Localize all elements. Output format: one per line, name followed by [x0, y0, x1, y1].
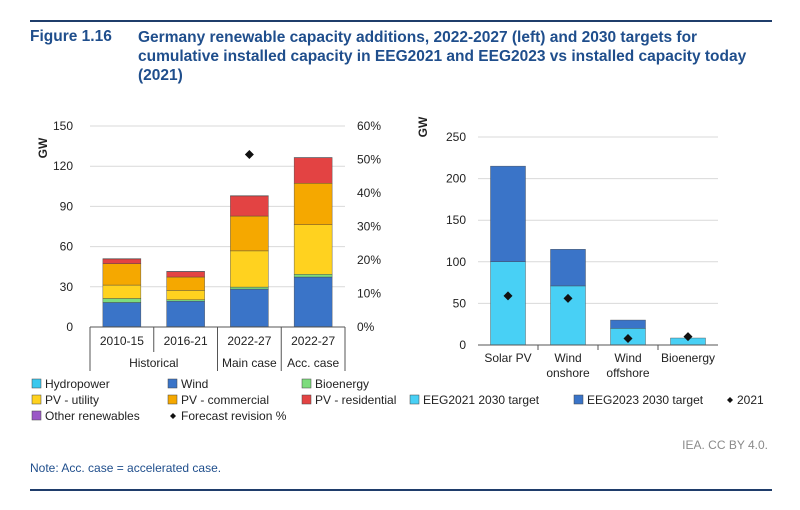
bottom-rule [30, 489, 772, 491]
legends: Hydropower Wind Bioenergy PV - utility PV - … [31, 377, 764, 423]
left-bar-segment [293, 183, 333, 225]
left-y2-tick-label: 60% [357, 119, 381, 133]
legend-swatch [301, 394, 312, 405]
legend-swatch [31, 394, 42, 405]
legend-label: EEG2021 2030 target [423, 393, 540, 407]
left-y2-tick-label: 50% [357, 153, 381, 167]
left-x-tick-label: 2022-27 [291, 334, 335, 348]
left-bar-segment [293, 276, 333, 327]
right-y-tick-label: 0 [459, 338, 466, 352]
installed-2021-marker [563, 293, 573, 303]
legend-label: Wind [181, 377, 208, 391]
right-x-tick-label: Solar PV [484, 351, 531, 365]
legend-label: Forecast revision % [181, 409, 287, 423]
legend-label: PV - utility [45, 393, 99, 407]
figure-title: Germany renewable capacity additions, 20… [138, 29, 747, 84]
legend-label: Hydropower [45, 377, 110, 391]
right-y-tick-label: 100 [446, 255, 466, 269]
left-y2-tick-label: 40% [357, 186, 381, 200]
legend-swatch [167, 394, 178, 405]
installed-2021-marker [503, 291, 513, 301]
right-bar-segment [490, 165, 526, 262]
left-bar-segment [230, 250, 269, 288]
installed-2021-marker [623, 334, 633, 344]
left-bar-segment [102, 263, 142, 286]
left-bar-segment [230, 288, 269, 327]
forecast-revision-marker [244, 149, 254, 159]
legend-swatch [301, 378, 312, 389]
left-y2-tick-label: 10% [357, 287, 381, 301]
installed-2021-marker [683, 332, 693, 342]
right-bar-segment [610, 319, 646, 329]
left-group-label: Acc. case [287, 356, 339, 370]
left-x-tick-label: 2016-21 [164, 334, 208, 348]
left-group-label: Main case [222, 356, 277, 370]
legend-label: 2021 [737, 393, 764, 407]
right-x-tick-label: onshore [546, 366, 590, 380]
figure-label: Figure 1.16 [30, 28, 112, 45]
left-bar-segment [102, 302, 142, 327]
left-bar-segment [166, 276, 205, 291]
legend-swatch [167, 378, 178, 389]
left-bar-segment [166, 299, 205, 302]
right-x-tick-label: Bioenergy [661, 351, 715, 365]
left-bar-segment [166, 300, 205, 327]
left-y-tick-label: 120 [53, 159, 73, 173]
left-y-tick-label: 90 [60, 199, 74, 213]
left-chart: 0 30 60 90 120 150 0% 10% 20% 30% 40% 50% 60% GW 2010-… [36, 119, 381, 371]
left-y-axis-label: GW [36, 137, 50, 158]
left-x-tick-label: 2022-27 [227, 334, 271, 348]
left-x-tick-label: 2010-15 [100, 334, 144, 348]
legend-label: PV - commercial [181, 393, 269, 407]
left-bar-segment [230, 286, 269, 290]
left-bar-segment [166, 271, 205, 278]
right-y-tick-label: 50 [453, 296, 467, 310]
legend-diamond-icon [727, 397, 733, 403]
legend-label: Bioenergy [315, 377, 369, 391]
legend-label: PV - residential [315, 393, 396, 407]
legend-swatch [31, 410, 42, 421]
left-bar-segment [293, 224, 333, 275]
left-bar-segment [166, 290, 205, 300]
left-bar-segment [230, 195, 269, 217]
right-bar-segment [550, 249, 586, 287]
legend-swatch [31, 378, 42, 389]
left-y-tick-label: 60 [60, 240, 74, 254]
left-y-tick-label: 0 [66, 320, 73, 334]
left-bar-segment [293, 274, 333, 278]
right-y-tick-label: 150 [446, 213, 466, 227]
legend-swatch [409, 394, 420, 405]
top-rule [30, 20, 772, 22]
right-bar-segment [490, 261, 526, 346]
left-y2-tick-label: 30% [357, 220, 381, 234]
left-bar-segment [102, 284, 142, 299]
right-x-tick-label: offshore [606, 366, 649, 380]
left-group-label: Historical [129, 356, 178, 370]
legend-label: EEG2023 2030 target [587, 393, 704, 407]
left-y-tick-label: 150 [53, 119, 73, 133]
legend-diamond-icon [170, 413, 176, 419]
credit-text: IEA. CC BY 4.0. [682, 438, 768, 452]
right-y-tick-label: 250 [446, 130, 466, 144]
left-y2-tick-label: 0% [357, 320, 375, 334]
legend-label: Other renewables [45, 409, 140, 423]
right-y-tick-label: 200 [446, 172, 466, 186]
left-bar-segment [102, 298, 142, 303]
right-x-tick-label: Wind [554, 351, 581, 365]
left-bar-segment [102, 258, 142, 264]
left-bar-segment [230, 215, 269, 252]
legend-swatch [573, 394, 584, 405]
left-y2-tick-label: 20% [357, 253, 381, 267]
left-y-tick-label: 30 [60, 280, 74, 294]
right-y-axis-label: GW [416, 116, 430, 137]
note-text: Note: Acc. case = accelerated case. [30, 461, 222, 475]
left-bar-segment [293, 157, 333, 184]
right-x-tick-label: Wind [614, 351, 641, 365]
